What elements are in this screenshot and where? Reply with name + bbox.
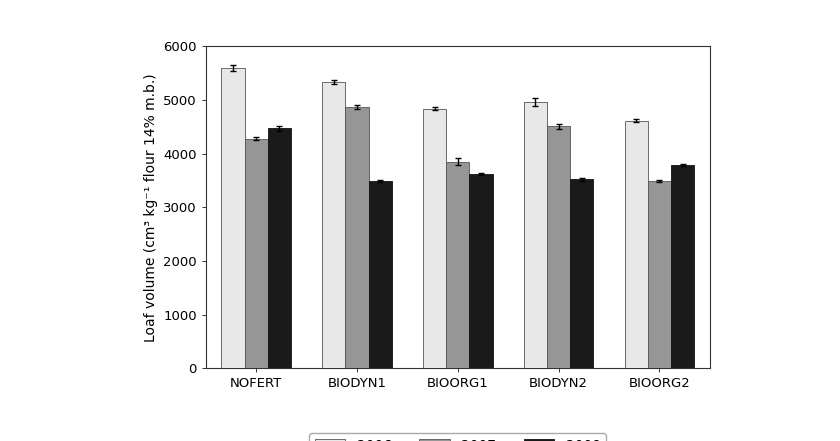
Bar — [524, 102, 547, 368]
Bar — [570, 179, 593, 368]
Bar — [222, 68, 244, 368]
Bar — [244, 138, 268, 368]
Bar — [648, 181, 671, 368]
Bar — [369, 181, 391, 368]
Y-axis label: Loaf volume (cm³ kg⁻¹ flour 14% m.b.): Loaf volume (cm³ kg⁻¹ flour 14% m.b.) — [144, 73, 158, 342]
Bar — [671, 165, 694, 368]
Bar — [446, 162, 470, 368]
Bar — [547, 126, 570, 368]
Bar — [323, 82, 345, 368]
Bar — [268, 128, 291, 368]
Bar — [470, 174, 492, 368]
Bar — [423, 108, 446, 368]
Bar — [625, 121, 648, 368]
Bar — [345, 107, 369, 368]
Legend: 2006, 2007, 2009: 2006, 2007, 2009 — [309, 433, 606, 441]
